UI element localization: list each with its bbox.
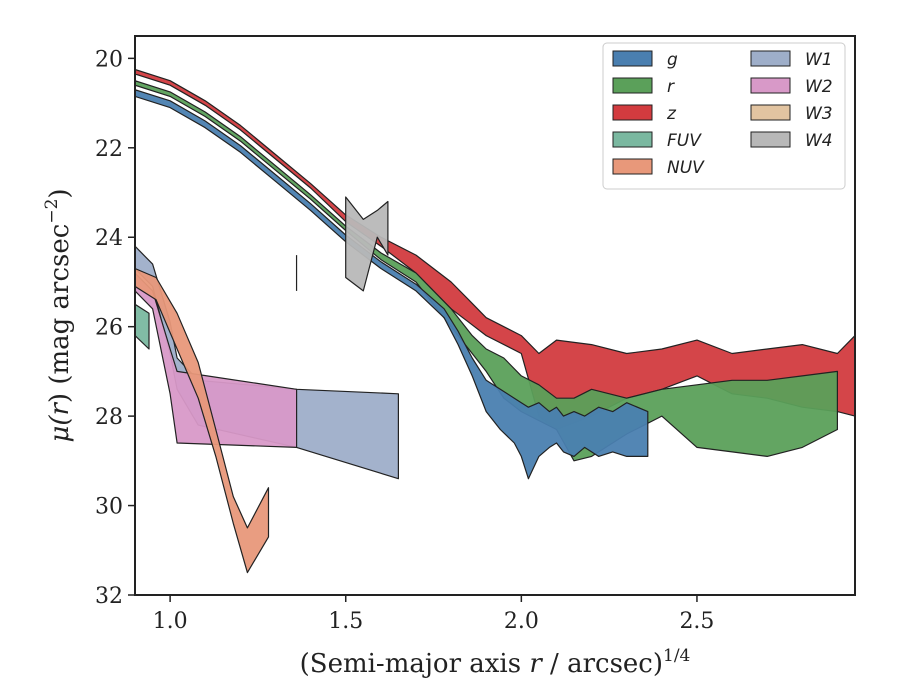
area-fuv <box>135 303 150 350</box>
legend-label-fuv: FUV <box>667 131 702 151</box>
legend: grz FUV NUV W1 W2 W3 W4 <box>602 42 846 190</box>
legend-label-w3: W3 <box>805 104 833 124</box>
y-tick-label: 28 <box>95 405 123 430</box>
x-axis-ticks: 1.0 1.5 2.0 2.5 <box>153 595 714 634</box>
legend-swatch-w2 <box>750 77 791 94</box>
legend-swatch-z <box>612 104 653 121</box>
x-tick-label: 1.0 <box>153 609 188 634</box>
x-axis-label: (Semi-major axis r / arcsec)1/4 <box>300 646 691 679</box>
y-tick-label: 22 <box>95 137 123 162</box>
legend-label-z: z <box>666 104 677 124</box>
area-nuv <box>135 267 270 574</box>
y-axis-label: μ(r) (mag arcsec−2) <box>42 188 75 442</box>
legend-swatch-nuv <box>612 158 653 175</box>
y-tick-label: 20 <box>95 47 123 72</box>
area-r <box>135 80 839 462</box>
area-w4 <box>345 196 389 292</box>
y-tick-label: 24 <box>95 226 123 251</box>
legend-swatch-fuv <box>612 131 653 148</box>
area-w2 <box>135 272 298 448</box>
y-axis-ticks: 20 22 24 26 28 30 32 <box>95 47 135 609</box>
y-tick-label: 30 <box>95 495 123 520</box>
x-tick-label: 2.0 <box>504 609 539 634</box>
plot-frame <box>134 35 856 596</box>
legend-label-w4: W4 <box>805 131 833 151</box>
legend-label-r: r <box>667 77 675 97</box>
y-tick-label: 32 <box>95 584 123 609</box>
legend-swatch-w1 <box>750 50 791 67</box>
legend-label-nuv: NUV <box>667 158 705 178</box>
legend-swatch-w4 <box>750 131 791 148</box>
area-g <box>135 89 649 480</box>
profile-areas <box>135 68 855 574</box>
y-tick-label: 26 <box>95 316 123 341</box>
legend-label-w2: W2 <box>805 77 833 97</box>
x-tick-label: 2.5 <box>679 609 714 634</box>
legend-swatch-w3 <box>750 104 791 121</box>
legend-swatch-r <box>612 77 653 94</box>
legend-label-g: g <box>667 50 678 70</box>
legend-swatch-g <box>612 50 653 67</box>
legend-label-w1: W1 <box>805 50 833 70</box>
x-tick-label: 1.5 <box>328 609 363 634</box>
